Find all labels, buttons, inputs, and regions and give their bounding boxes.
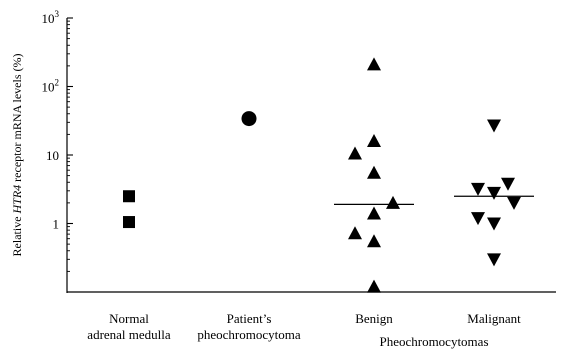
data-point-patient (241, 111, 257, 127)
category-label-normal: Normal (109, 311, 149, 326)
y-tick-label: 10 (46, 148, 59, 163)
y-tick-label: 103 (42, 9, 60, 26)
data-point-benign (386, 195, 400, 209)
y-tick-label: 102 (42, 78, 60, 95)
category-label-normal: adrenal medulla (87, 327, 171, 342)
data-point-benign (367, 165, 381, 179)
data-point-benign (367, 134, 381, 148)
data-point-malignant (487, 186, 501, 200)
data-point-malignant (501, 177, 515, 191)
y-tick-label: 1 (53, 217, 60, 232)
data-point-malignant (487, 253, 501, 267)
data-point-benign (367, 206, 381, 220)
data-point-malignant (487, 217, 501, 231)
axes (66, 18, 556, 293)
category-label-benign: Benign (355, 311, 393, 326)
data-point-normal (123, 190, 135, 203)
data-point-malignant (471, 212, 485, 226)
data-point-benign (367, 279, 381, 293)
data-point-malignant (487, 119, 501, 133)
data-point-benign (367, 57, 381, 71)
data-point-benign (367, 234, 381, 248)
group-label: Pheochromocytomas (379, 334, 488, 349)
data-point-malignant (471, 182, 485, 196)
y-axis-label: Relative HTR4 receptor mRNA levels (%) (10, 54, 24, 257)
medians (334, 195, 534, 206)
data-point-benign (348, 226, 362, 240)
y-ticks: 1 10 102 103 (42, 9, 73, 272)
category-label-patient: Patient’s (227, 311, 272, 326)
category-label-malignant: Malignant (467, 311, 521, 326)
category-label-patient: pheochromocytoma (197, 327, 300, 342)
data-point-normal (123, 216, 135, 229)
data-point-benign (348, 146, 362, 160)
data-point-malignant (507, 196, 521, 210)
points (123, 57, 521, 293)
